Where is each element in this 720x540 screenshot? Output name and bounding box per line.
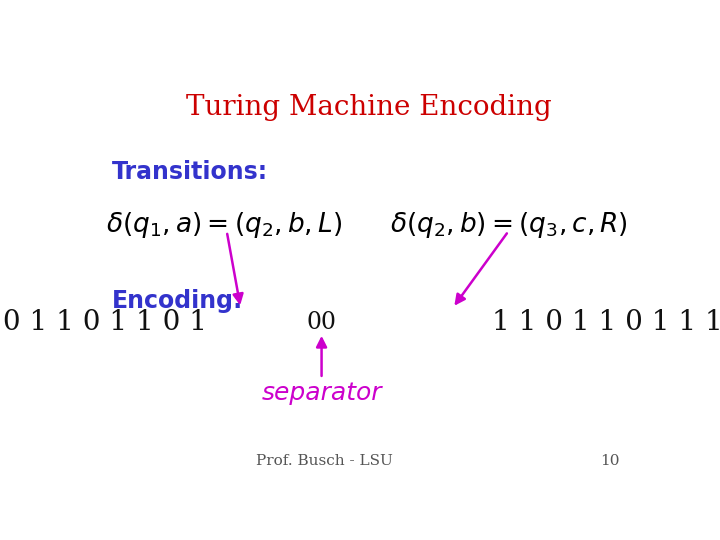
Text: Turing Machine Encoding: Turing Machine Encoding: [186, 94, 552, 121]
Text: Transitions:: Transitions:: [112, 160, 269, 185]
Text: $\delta(q_2,b)=(q_3,c,R)$: $\delta(q_2,b)=(q_3,c,R)$: [390, 210, 628, 240]
Text: Prof. Busch - LSU: Prof. Busch - LSU: [256, 454, 393, 468]
Text: Encoding:: Encoding:: [112, 289, 243, 313]
Text: separator: separator: [261, 381, 382, 405]
Text: 10: 10: [600, 454, 620, 468]
Text: 1 1 0 1 1 0 1 1 1 0 1 1 1 0 1 1: 1 1 0 1 1 0 1 1 1 0 1 1 1 0 1 1: [492, 309, 720, 336]
Text: 1 0 1 0 1 1 0 1 1 0 1: 1 0 1 0 1 1 0 1 1 0 1: [0, 309, 207, 336]
Text: 00: 00: [307, 311, 336, 334]
Text: $\delta(q_1,a)=(q_2,b,L)$: $\delta(q_1,a)=(q_2,b,L)$: [106, 210, 342, 240]
